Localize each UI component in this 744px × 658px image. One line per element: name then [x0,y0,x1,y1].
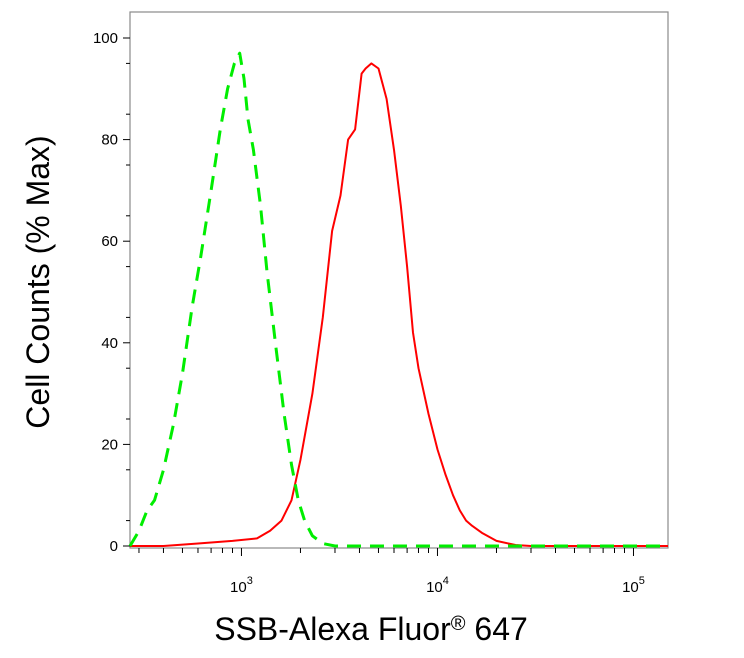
y-tick-label: 80 [101,132,118,149]
y-tick-label: 60 [101,233,118,250]
y-axis: 0 20 40 60 80 100 [93,30,130,555]
x-tick-label: 104 [426,575,449,596]
y-tick-label: 100 [93,30,118,47]
x-tick-label: 105 [622,575,645,596]
x-tick-label: 103 [230,575,253,596]
y-tick-label: 40 [101,335,118,352]
x-axis-title: SSB-Alexa Fluor® 647 [214,611,528,647]
y-tick-label: 20 [101,436,118,453]
y-axis-title: Cell Counts (% Max) [20,135,56,428]
sample-series-line [130,62,668,547]
control-series-line [128,51,668,548]
y-tick-label: 0 [110,538,118,555]
plot-frame [129,11,669,549]
plot-series [128,51,668,548]
x-axis: 103 104 105 [138,548,645,596]
